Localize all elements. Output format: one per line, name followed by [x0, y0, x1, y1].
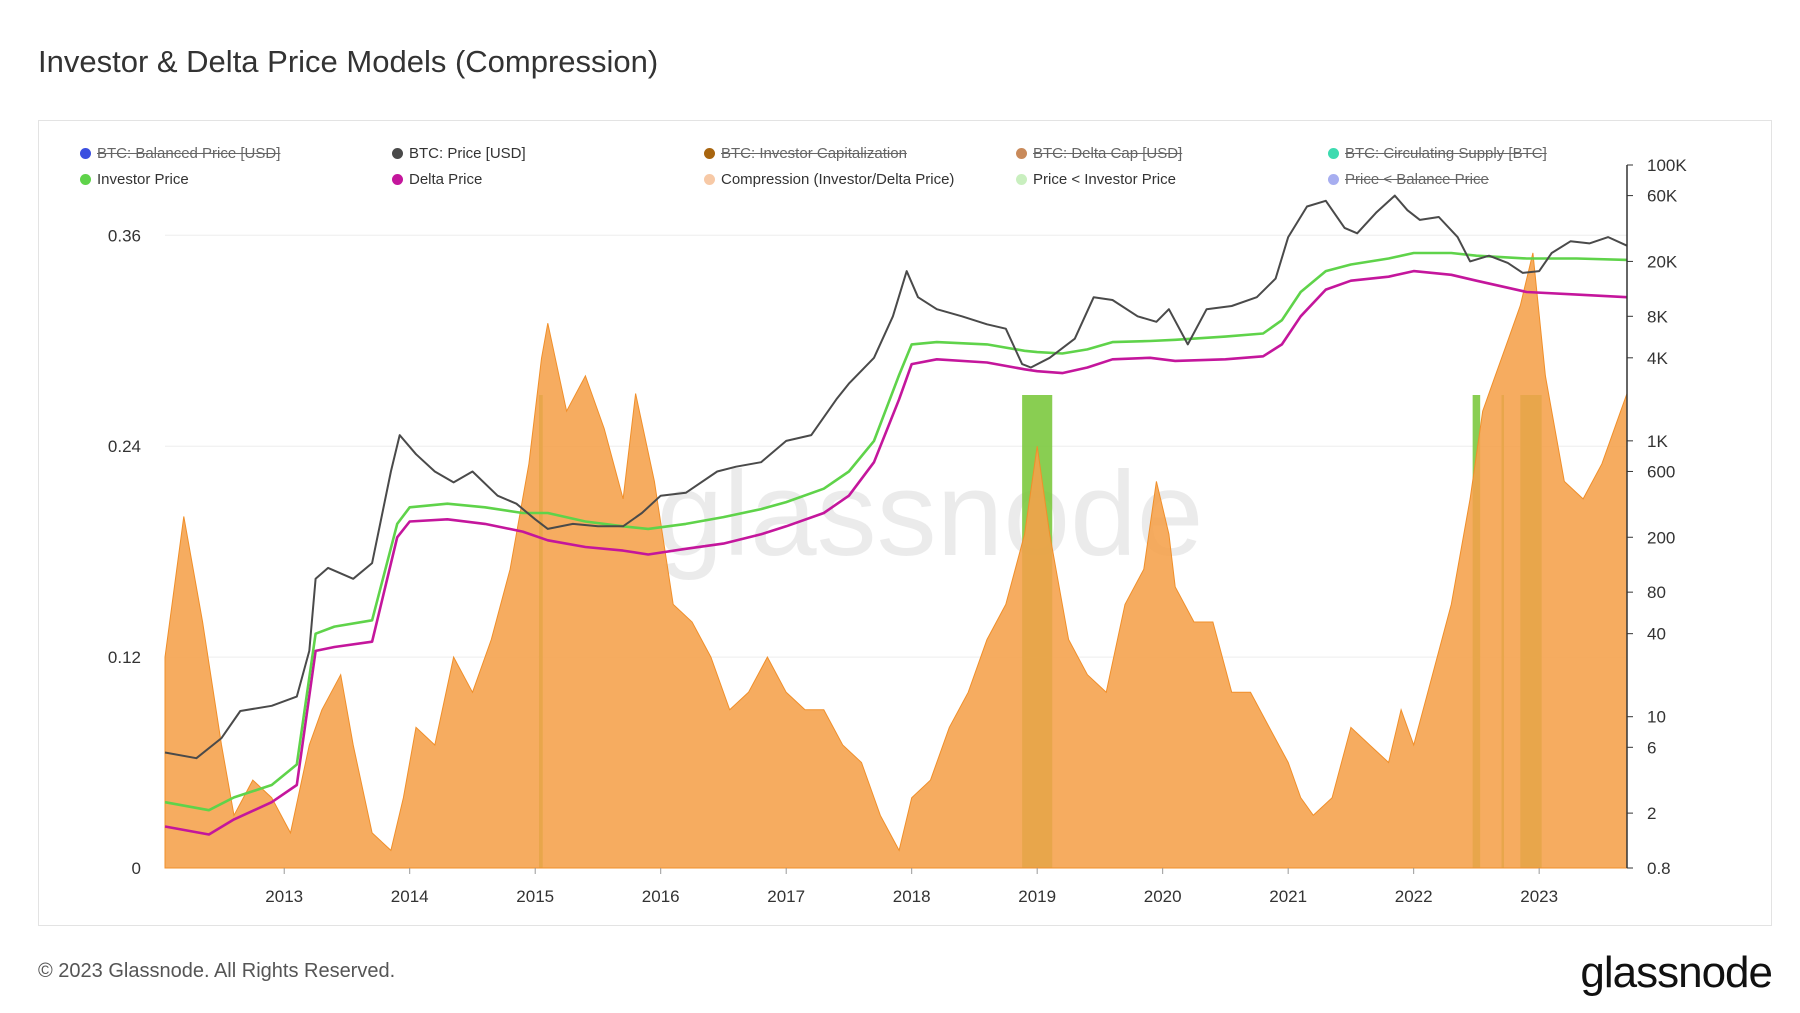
legend-dot-icon — [1328, 147, 1339, 159]
right-tick-label: 6 — [1647, 738, 1656, 757]
right-tick-label: 80 — [1647, 583, 1666, 602]
chart-frame — [38, 120, 1772, 926]
legend-label: BTC: Investor Capitalization — [721, 144, 907, 162]
right-tick-label: 600 — [1647, 462, 1675, 481]
x-tick-label: 2022 — [1395, 887, 1433, 906]
x-tick-label: 2023 — [1520, 887, 1558, 906]
series-line-2 — [164, 251, 1628, 812]
series-line-1 — [164, 194, 1628, 760]
right-tick-label: 100K — [1647, 156, 1687, 175]
right-tick-label: 20K — [1647, 252, 1678, 271]
legend-dot-icon — [80, 147, 91, 159]
legend-dot-icon — [392, 173, 403, 185]
x-tick-label: 2016 — [642, 887, 680, 906]
compression-area — [164, 252, 1628, 869]
compression-area-path — [164, 252, 1628, 869]
chart-watermark: glassnode — [656, 447, 1203, 581]
chart-title: Investor & Delta Price Models (Compressi… — [38, 44, 659, 79]
left-tick-label: 0 — [132, 859, 141, 878]
x-tick-label: 2018 — [893, 887, 931, 906]
legend-item-9[interactable]: Price < Balance Price — [1328, 166, 1640, 192]
right-tick-label: 1K — [1647, 432, 1668, 451]
legend-label: Price < Balance Price — [1345, 170, 1489, 188]
legend-item-8[interactable]: Price < Investor Price — [1016, 166, 1328, 192]
x-tick-label: 2013 — [265, 887, 303, 906]
x-tick-label: 2021 — [1269, 887, 1307, 906]
x-tick-label: 2020 — [1144, 887, 1182, 906]
left-tick-label: 0.24 — [108, 437, 141, 456]
price-lines — [164, 194, 1628, 836]
x-tick-label: 2015 — [516, 887, 554, 906]
legend: BTC: Balanced Price [USD] BTC: Price [USD… — [80, 140, 1640, 192]
legend-label: Investor Price — [97, 170, 189, 188]
legend-label: Delta Price — [409, 170, 483, 188]
legend-dot-icon — [80, 173, 91, 185]
legend-dot-icon — [392, 147, 403, 159]
right-tick-label: 10 — [1647, 708, 1666, 727]
legend-dot-icon — [1016, 147, 1027, 159]
legend-item-5[interactable]: Investor Price — [80, 166, 392, 192]
series-line-3 — [164, 269, 1628, 836]
glassnode-logo: glassnode — [1580, 948, 1773, 997]
legend-label: BTC: Delta Cap [USD] — [1033, 144, 1183, 162]
legend-label: BTC: Price [USD] — [409, 144, 526, 162]
left-tick-label: 0.12 — [108, 648, 141, 667]
right-tick-label: 200 — [1647, 528, 1675, 547]
x-tick-label: 2014 — [391, 887, 429, 906]
right-tick-label: 8K — [1647, 307, 1668, 326]
right-tick-label: 2 — [1647, 804, 1656, 823]
legend-dot-icon — [1016, 173, 1027, 185]
legend-label: Price < Investor Price — [1033, 170, 1176, 188]
left-tick-label: 0.36 — [108, 226, 141, 245]
legend-dot-icon — [704, 173, 715, 185]
legend-label: BTC: Balanced Price [USD] — [97, 144, 281, 162]
x-tick-label: 2019 — [1018, 887, 1056, 906]
legend-item-6[interactable]: Delta Price — [392, 166, 704, 192]
legend-item-1[interactable]: BTC: Price [USD] — [392, 140, 704, 166]
legend-label: BTC: Circulating Supply [BTC] — [1345, 144, 1547, 162]
legend-dot-icon — [1328, 173, 1339, 185]
legend-item-3[interactable]: BTC: Delta Cap [USD] — [1016, 140, 1328, 166]
legend-dot-icon — [704, 147, 715, 159]
copyright-footer: © 2023 Glassnode. All Rights Reserved. — [38, 960, 396, 982]
right-tick-label: 40 — [1647, 625, 1666, 644]
x-tick-label: 2017 — [767, 887, 805, 906]
legend-label: Compression (Investor/Delta Price) — [721, 170, 955, 188]
right-tick-label: 0.8 — [1647, 859, 1671, 878]
right-tick-label: 60K — [1647, 187, 1678, 206]
legend-item-0[interactable]: BTC: Balanced Price [USD] — [80, 140, 392, 166]
legend-item-2[interactable]: BTC: Investor Capitalization — [704, 140, 1016, 166]
legend-item-4[interactable]: BTC: Circulating Supply [BTC] — [1328, 140, 1640, 166]
axes: 0 0.12 0.24 0.36 0.8 2 6 10 40 80 200 600 1K 4K 8K 20K 6… — [108, 156, 1687, 906]
legend-item-7[interactable]: Compression (Investor/Delta Price) — [704, 166, 1016, 192]
right-tick-label: 4K — [1647, 349, 1668, 368]
